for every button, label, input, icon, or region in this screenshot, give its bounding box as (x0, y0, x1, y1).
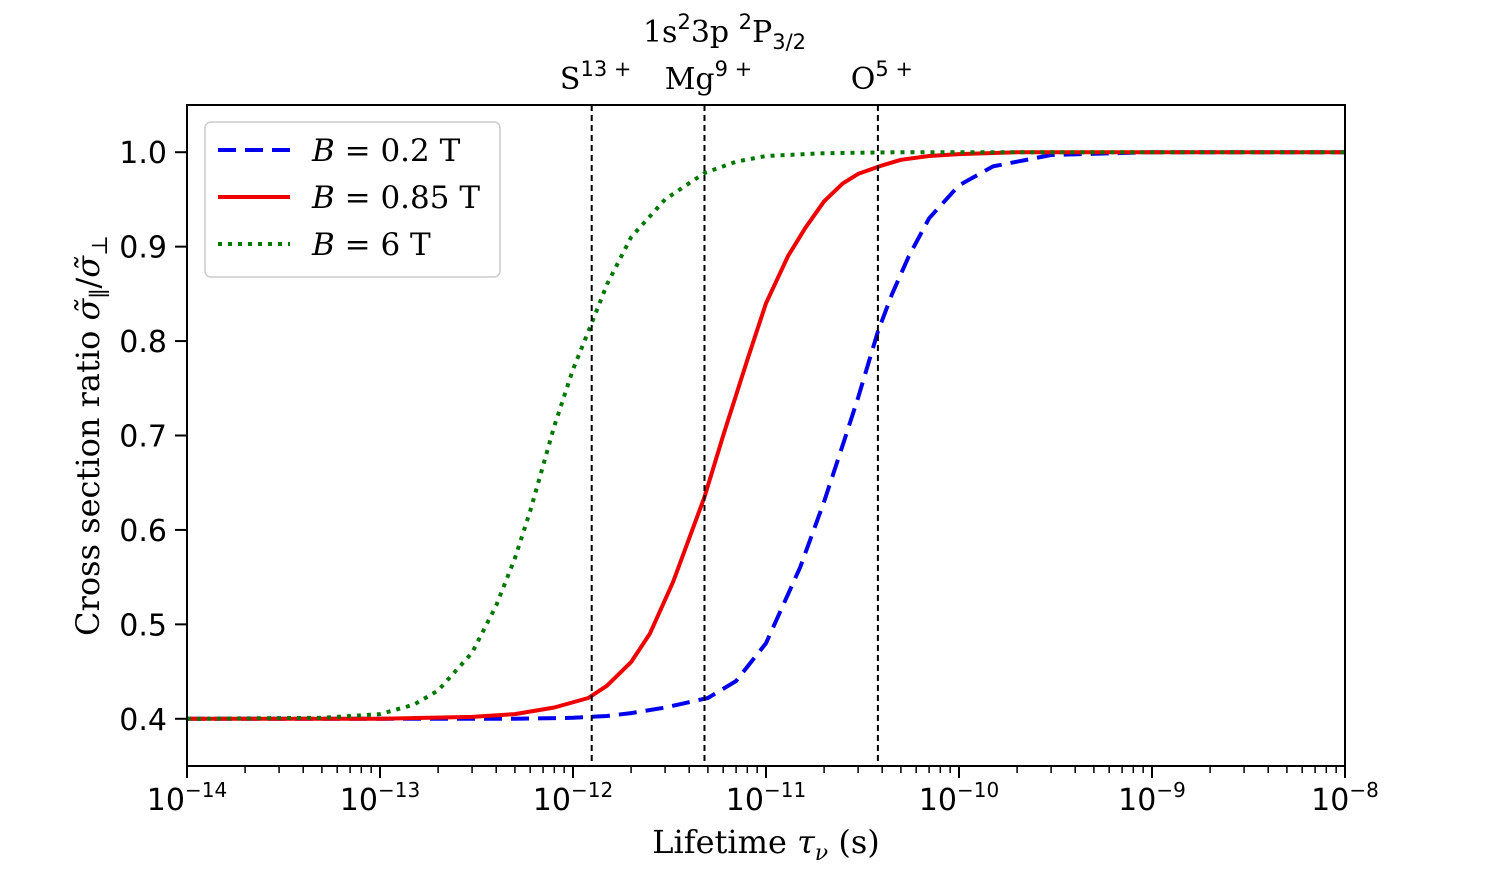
legend-label: B = 0.85 T (311, 180, 480, 216)
y-axis-label: Cross section ratio σ̃∥/σ̃⊥ (69, 235, 113, 636)
x-tick-label: 10−12 (533, 778, 613, 818)
y-tick-label: 0.4 (119, 703, 167, 738)
legend-label: B = 6 T (311, 227, 431, 263)
plot-frame (186, 104, 1346, 767)
x-tick-label: 10−13 (340, 778, 420, 818)
label-layer: 10−14 10−13 10−12 10−11 10−10 10−9 10−8 0.4 0.5 0… (69, 10, 1379, 866)
y-tick-label: 0.6 (119, 514, 167, 549)
y-tick-label: 0.8 (119, 325, 167, 360)
y-tick-label: 0.5 (119, 608, 167, 643)
y-tick-label: 1.0 (119, 136, 167, 171)
x-tick-label: 10−11 (726, 778, 806, 818)
series-line-solid (187, 150, 1345, 721)
level-annotation: 1s23p 2P3/2 (643, 10, 806, 54)
series-layer (187, 150, 1345, 721)
ticks-layer (175, 151, 1346, 778)
ion-label: S13 + (560, 57, 632, 97)
x-tick-label: 10−8 (1311, 778, 1379, 818)
legend: B = 0.2 T B = 0.85 T B = 6 T (204, 121, 501, 278)
y-tick-label: 0.9 (119, 231, 167, 266)
ion-label: Mg9 + (665, 57, 753, 97)
series-line-dashed (187, 150, 1345, 721)
legend-label: B = 0.2 T (311, 133, 461, 169)
vline-layer (590, 105, 879, 766)
x-tick-label: 10−9 (1118, 778, 1186, 818)
x-tick-label: 10−14 (147, 778, 227, 818)
y-tick-label: 0.7 (119, 420, 167, 455)
legend-box (204, 121, 501, 278)
x-axis-label: Lifetime τν (s) (652, 823, 879, 866)
x-tick-label: 10−10 (919, 778, 999, 818)
ion-label: O5 + (851, 57, 913, 97)
